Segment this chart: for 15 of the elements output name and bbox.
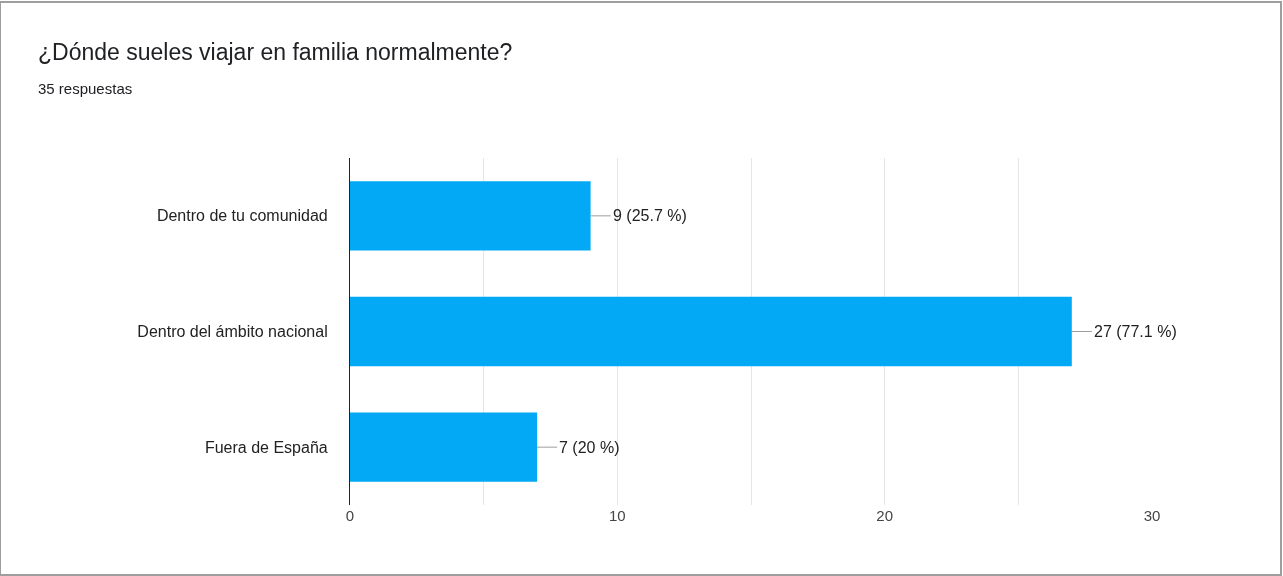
data-label: 27 (77.1 %)	[1094, 323, 1177, 340]
y-tick-label: Dentro de tu comunidad	[156, 207, 328, 225]
x-tick-label: 10	[608, 507, 626, 524]
chart-title: ¿Dónde sueles viajar en familia normalmente?	[38, 39, 513, 66]
text: 35 respuestas	[38, 80, 133, 98]
x-tick-label: 20	[876, 507, 894, 524]
x-tick-label: 30	[1143, 507, 1161, 524]
y-tick-label: Fuera de España	[204, 438, 328, 456]
bar	[350, 412, 538, 482]
x-tick-label: 0	[345, 507, 355, 524]
bar	[350, 181, 591, 251]
data-label: 7 (20 %)	[559, 439, 620, 456]
bar	[350, 296, 1072, 367]
y-tick-label: Dentro del ámbito nacional	[137, 323, 328, 341]
data-label: 9 (25.7 %)	[613, 207, 687, 224]
